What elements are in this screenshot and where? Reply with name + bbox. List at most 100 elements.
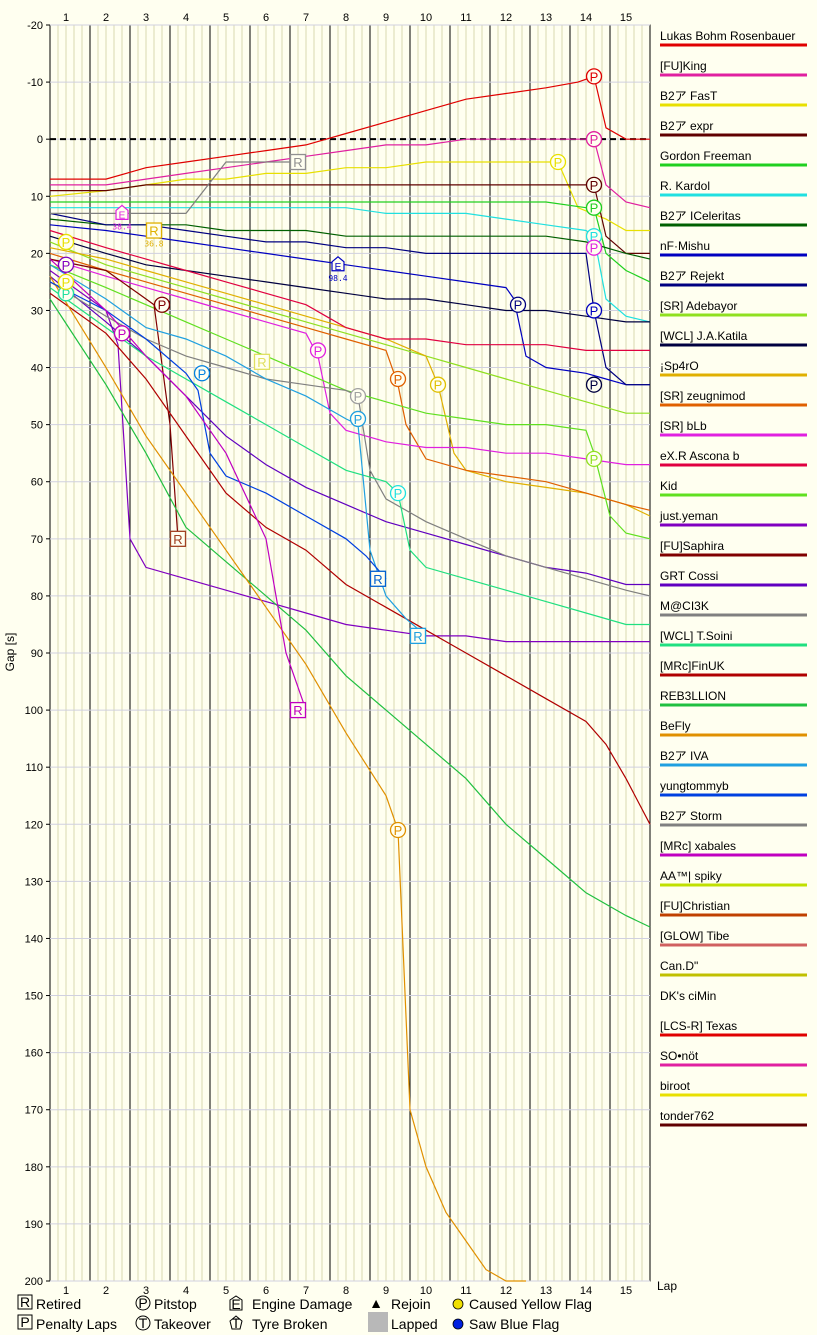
marker-letter: P bbox=[62, 275, 71, 290]
pitstop-marker bbox=[585, 176, 603, 194]
legend-entry-label: B2ア IVA bbox=[660, 749, 708, 763]
pitstop-marker bbox=[349, 387, 367, 405]
pitstop-marker bbox=[389, 484, 407, 502]
legend-entry-label: tonder762 bbox=[660, 1109, 714, 1123]
marker-letter: P bbox=[590, 178, 599, 193]
y-tick-label: 70 bbox=[31, 534, 43, 546]
pitstop-marker bbox=[429, 376, 447, 393]
x-tick-label-top: 15 bbox=[620, 12, 632, 24]
series-line bbox=[49, 229, 650, 351]
x-tick-label-top: 11 bbox=[460, 12, 471, 24]
axes: -20-100102030405060708090100110120130140… bbox=[25, 12, 632, 1297]
legend-entry-label: [WCL] T.Soini bbox=[660, 629, 732, 643]
y-tick-label: 150 bbox=[25, 991, 43, 1003]
legend-entry-label: [SR] Adebayor bbox=[660, 299, 737, 313]
x-tick-label-top: 3 bbox=[143, 12, 149, 24]
legend-entry-label: Gordon Freeman bbox=[660, 149, 751, 163]
x-tick-label-top: 8 bbox=[343, 12, 349, 24]
x-tick-label-top: 9 bbox=[383, 12, 389, 24]
series-line bbox=[49, 292, 651, 825]
marker-letter: P bbox=[590, 452, 599, 467]
y-tick-label: 190 bbox=[25, 1219, 43, 1231]
x-tick-label-bottom: 8 bbox=[343, 1285, 349, 1297]
pitstop-key-icon bbox=[135, 1295, 151, 1311]
y-tick-label: 130 bbox=[25, 876, 43, 888]
lapped-key-icon bbox=[368, 1312, 388, 1332]
blue-flag-key-label: Saw Blue Flag bbox=[469, 1316, 559, 1332]
marker-letter: R bbox=[413, 629, 422, 644]
pitstop-marker bbox=[585, 376, 603, 393]
series-line bbox=[49, 235, 650, 323]
pitstop-marker bbox=[309, 342, 327, 359]
series-line bbox=[49, 212, 650, 386]
series-line bbox=[49, 258, 307, 711]
legend-entry-label: B2ア expr bbox=[660, 119, 713, 133]
y-tick-label: 140 bbox=[25, 933, 43, 945]
series-line bbox=[49, 247, 651, 517]
marker-letter: P bbox=[198, 366, 207, 381]
pitstop-marker bbox=[585, 199, 603, 216]
legend-entry-label: Kid bbox=[660, 479, 677, 493]
marker-letter: P bbox=[514, 298, 523, 313]
marker-letter: P bbox=[394, 823, 403, 838]
x-tick-label-bottom: 1 bbox=[63, 1285, 69, 1297]
tyre-broken-key-icon bbox=[229, 1315, 243, 1330]
marker-letter: P bbox=[158, 298, 167, 313]
legend-entry-label: REB3LLION bbox=[660, 689, 726, 703]
series-line bbox=[49, 275, 526, 1282]
x-tick-label-top: 2 bbox=[103, 12, 109, 24]
marker-letter: P bbox=[314, 343, 323, 358]
pitstop-marker bbox=[585, 450, 603, 468]
y-axis-label: Gap [s] bbox=[3, 633, 17, 672]
series-line bbox=[49, 281, 651, 597]
takeover-key-symbol: T bbox=[139, 1315, 148, 1331]
marker-letter: P bbox=[118, 326, 127, 341]
marker-letter: P bbox=[590, 69, 599, 84]
pitstop-marker bbox=[57, 233, 75, 251]
series-line bbox=[49, 252, 651, 511]
pitstop-marker bbox=[509, 296, 527, 313]
engine-key-symbol: E bbox=[231, 1296, 240, 1312]
legend-entry-label: B2ア Rejekt bbox=[660, 269, 725, 283]
y-tick-label: 170 bbox=[25, 1105, 43, 1117]
marker-note: 38.4 bbox=[112, 222, 131, 231]
legend-entry-label: BeFly bbox=[660, 719, 691, 733]
engine-key-label: Engine Damage bbox=[252, 1296, 353, 1312]
y-tick-label: 10 bbox=[31, 191, 43, 203]
x-tick-label-bottom: 2 bbox=[103, 1285, 109, 1297]
pitstop-marker bbox=[349, 410, 367, 428]
legend-entry-label: [FU]Christian bbox=[660, 899, 730, 913]
legend-entry-label: biroot bbox=[660, 1079, 691, 1093]
pitstop-marker bbox=[585, 239, 603, 256]
marker-letter: P bbox=[590, 378, 599, 393]
x-tick-label-bottom: 7 bbox=[303, 1285, 309, 1297]
y-tick-label: 200 bbox=[25, 1276, 43, 1288]
y-tick-label: 20 bbox=[31, 248, 43, 260]
marker-note: 98.4 bbox=[328, 274, 347, 283]
pitstop-marker bbox=[585, 302, 603, 319]
legend-entry-label: AA™| spiky bbox=[660, 869, 722, 883]
y-tick-label: 90 bbox=[31, 648, 43, 660]
retired-marker bbox=[289, 701, 307, 719]
legend-entry-label: [LCS-R] Texas bbox=[660, 1019, 737, 1033]
takeover-key-icon bbox=[135, 1315, 151, 1331]
penalty-key-symbol: P bbox=[20, 1314, 29, 1330]
retired-marker bbox=[169, 530, 187, 547]
series-line bbox=[49, 287, 650, 626]
legend-entry-label: GRT Cossi bbox=[660, 569, 718, 583]
marker-letter: R bbox=[257, 355, 266, 370]
marker-letter: P bbox=[590, 132, 599, 147]
series-line bbox=[49, 241, 650, 414]
legend-entry-label: nF·Mishu bbox=[660, 239, 710, 253]
legend-entry-label: yungtommyb bbox=[660, 779, 729, 793]
legend-entry-label: [MRc] xabales bbox=[660, 839, 736, 853]
x-tick-label-top: 6 bbox=[263, 12, 269, 24]
series-line bbox=[49, 258, 179, 539]
legend-entry-label: B2ア Storm bbox=[660, 809, 722, 823]
retired-marker bbox=[409, 627, 427, 645]
marker-letter: R bbox=[149, 224, 158, 239]
marker-letter: P bbox=[590, 303, 599, 318]
pitstop-key-label: Pitstop bbox=[154, 1296, 197, 1312]
x-tick-label-top: 12 bbox=[500, 12, 512, 24]
